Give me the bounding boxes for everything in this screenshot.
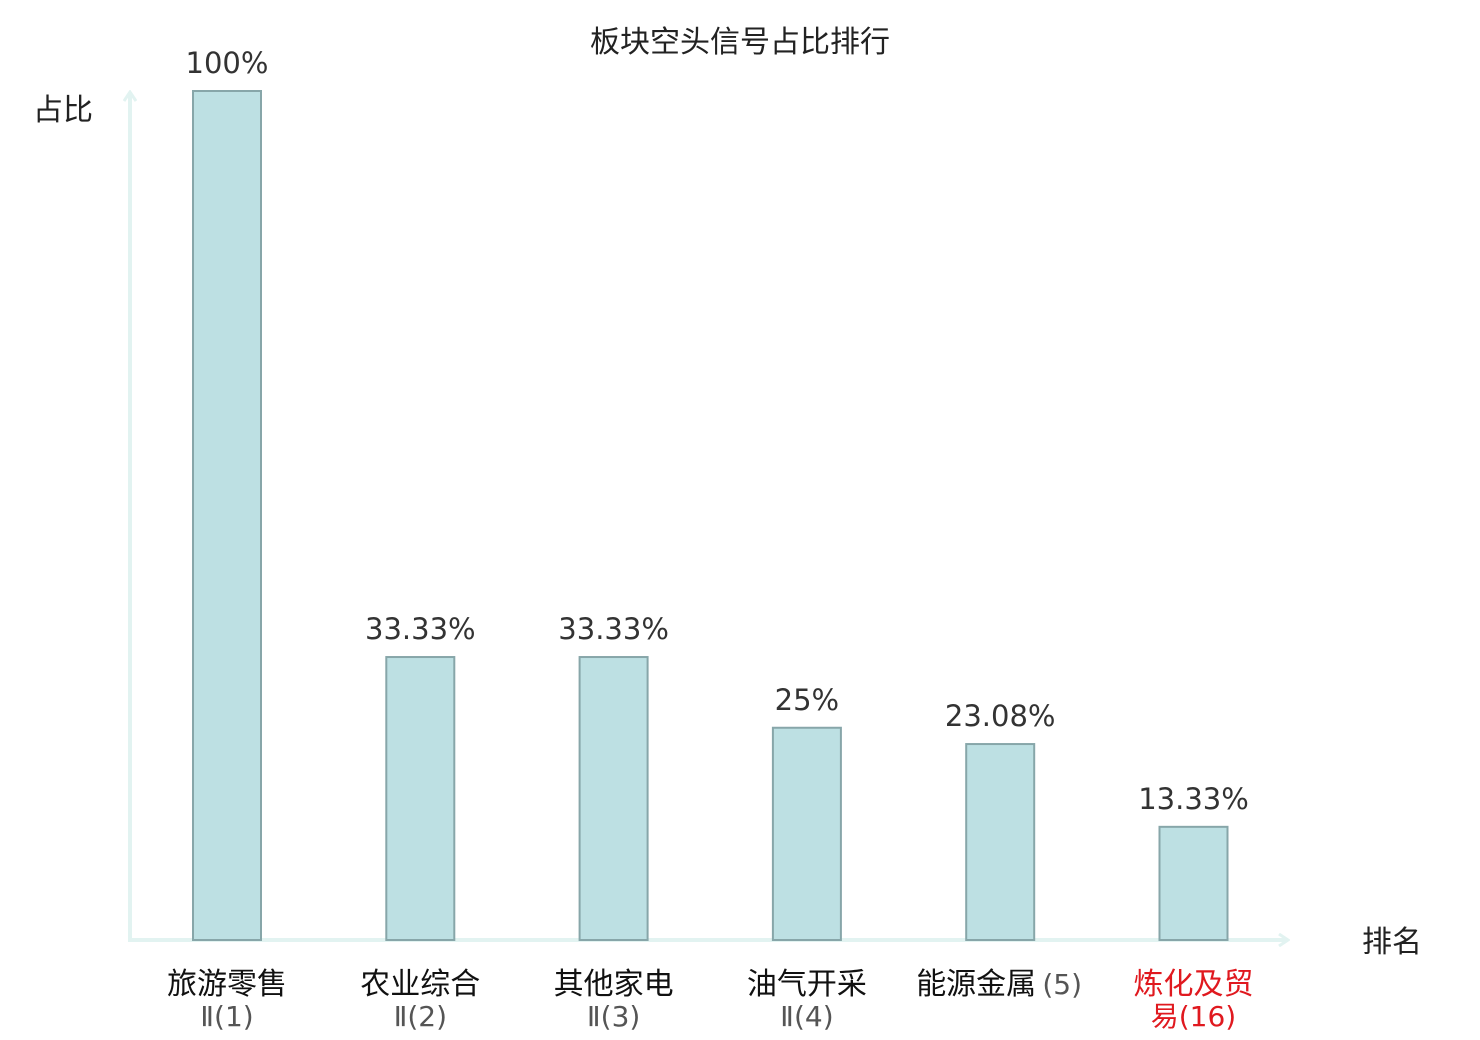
- data-label: 33.33%: [365, 612, 476, 646]
- data-label: 25%: [775, 683, 839, 717]
- data-label: 100%: [186, 46, 269, 80]
- bar: [385, 656, 456, 942]
- bar: [578, 656, 649, 942]
- bar: [965, 743, 1036, 941]
- x-tick-label: 能源金属: [916, 967, 1036, 1002]
- x-tick-label: 油气开采: [747, 967, 867, 1002]
- bar: [192, 90, 262, 941]
- x-tick-rank: Ⅱ(2): [394, 1000, 447, 1033]
- data-label: 33.33%: [558, 612, 669, 646]
- x-tick-label: 农业综合: [360, 967, 480, 1002]
- x-tick-rank: Ⅱ(1): [200, 1000, 253, 1033]
- x-tick-rank: 易(16): [1151, 1000, 1236, 1033]
- x-tick-rank: Ⅱ(4): [780, 1000, 833, 1033]
- chart-title: 板块空头信号占比排行: [590, 25, 890, 60]
- x-axis-label: 排名: [1362, 925, 1422, 960]
- data-label: 13.33%: [1138, 782, 1249, 816]
- x-tick-rank: (5): [1042, 968, 1082, 1001]
- x-tick-rank: Ⅱ(3): [587, 1000, 640, 1033]
- data-label: 23.08%: [945, 699, 1056, 733]
- bar: [1158, 825, 1229, 942]
- x-tick-label: 旅游零售: [167, 967, 287, 1002]
- bar-group: 23.08% 能源金属 (5): [916, 699, 1082, 1002]
- bar: [771, 726, 842, 941]
- x-tick-label: 其他家电: [554, 967, 674, 1002]
- x-tick-label: 炼化及贸: [1134, 967, 1254, 1002]
- y-axis-label: 占比: [33, 93, 93, 128]
